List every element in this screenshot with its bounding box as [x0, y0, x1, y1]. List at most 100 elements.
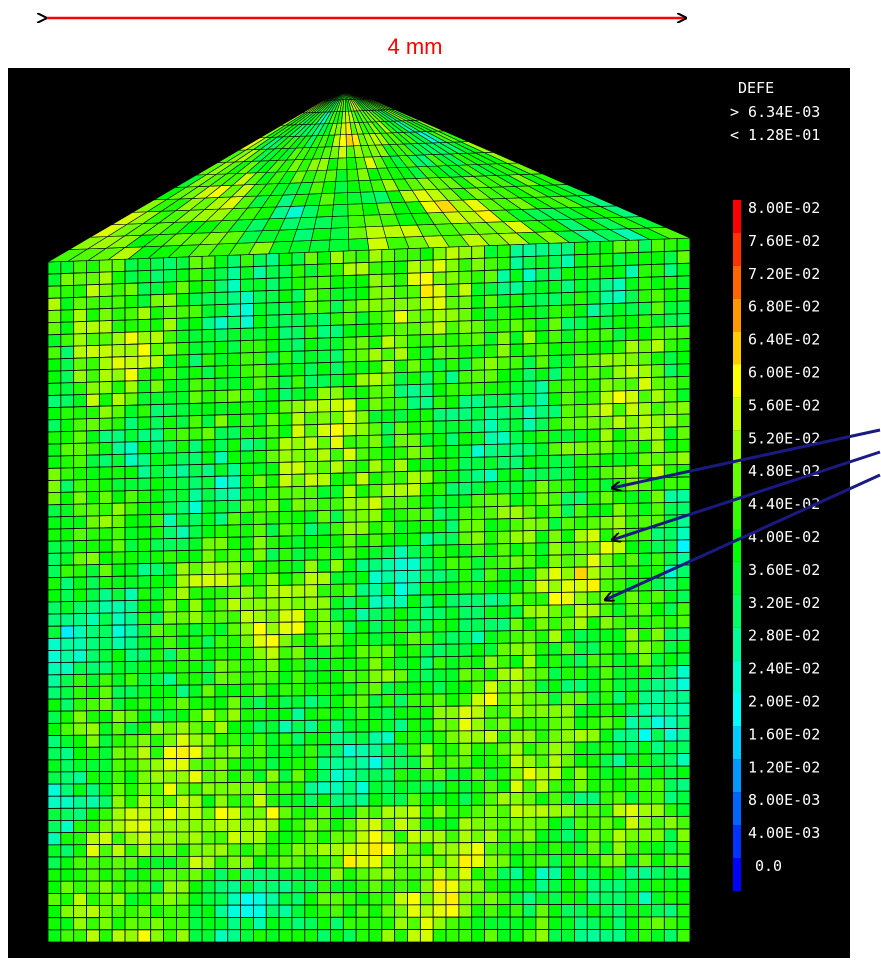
mesh-cell [317, 263, 331, 277]
mesh-cell [548, 866, 562, 881]
mesh-cell [150, 880, 164, 894]
mesh-cell [355, 892, 370, 906]
mesh-cell [291, 498, 306, 512]
mesh-cell [330, 805, 344, 820]
mesh-cell [419, 271, 434, 286]
mesh-cell [509, 904, 524, 918]
mesh-cell [574, 241, 588, 256]
mesh-cell [240, 622, 254, 636]
mesh-cell [342, 348, 357, 363]
mesh-cell [561, 504, 575, 518]
mesh-cell [137, 269, 152, 284]
mesh-cell [86, 649, 100, 663]
mesh-cell [111, 648, 126, 663]
mesh-cell [317, 423, 331, 438]
mesh-cell [163, 843, 177, 857]
mesh-cell [548, 304, 562, 319]
mesh-cell [535, 355, 550, 369]
mesh-cell [522, 330, 537, 345]
mesh-cell [317, 399, 331, 413]
mesh-cell [471, 481, 485, 496]
mesh-cell [458, 717, 473, 732]
mesh-cell [330, 731, 344, 746]
mesh-cell [227, 880, 242, 894]
mesh-cell [278, 609, 293, 623]
mesh-cell [638, 740, 652, 755]
mesh-cell [419, 284, 434, 299]
mesh-cell [47, 297, 62, 311]
mesh-cell [445, 444, 460, 459]
mesh-cell [98, 831, 113, 845]
mesh-cell [342, 595, 357, 610]
mesh-cell [291, 867, 306, 881]
mesh-cell [227, 622, 242, 636]
mesh-cell [535, 766, 550, 781]
mesh-cell [651, 853, 665, 868]
mesh-cell [240, 597, 254, 612]
mesh-cell [304, 806, 319, 820]
mesh-cell [638, 389, 652, 404]
mesh-cell [137, 416, 152, 430]
mesh-cell [599, 741, 614, 755]
mesh-cell [407, 470, 421, 485]
mesh-cell [381, 248, 396, 263]
mesh-cell [291, 769, 306, 783]
mesh-cell [317, 805, 331, 820]
mesh-cell [663, 539, 678, 554]
mesh-cell [124, 465, 139, 480]
mesh-cell [240, 536, 254, 550]
mesh-cell [368, 422, 383, 436]
mesh-cell [355, 706, 370, 721]
mesh-cell [330, 781, 344, 795]
mesh-cell [188, 819, 203, 833]
mesh-cell [60, 929, 75, 943]
mesh-cell [137, 831, 152, 845]
mesh-cell [381, 298, 396, 312]
mesh-cell [432, 668, 447, 683]
mesh-cell [265, 806, 280, 820]
mesh-cell [291, 313, 306, 328]
mesh-cell [368, 372, 383, 387]
mesh-cell [676, 526, 691, 541]
mesh-cell [535, 879, 550, 893]
mesh-cell [163, 611, 177, 625]
mesh-cell [561, 679, 575, 693]
mesh-cell [86, 746, 100, 760]
mesh-cell [561, 266, 575, 281]
mesh-cell [432, 879, 447, 893]
mesh-cell [137, 355, 152, 369]
mesh-cell [111, 368, 126, 382]
mesh-cell [253, 818, 267, 832]
mesh-cell [86, 271, 100, 286]
mesh-cell [509, 754, 524, 769]
mesh-cell [458, 817, 473, 831]
mesh-cell [137, 563, 152, 577]
mesh-cell [137, 697, 152, 711]
mesh-cell [394, 656, 408, 671]
mesh-cell [445, 271, 460, 285]
mesh-cell [651, 929, 665, 943]
mesh-cell [419, 594, 434, 608]
mesh-cell [663, 878, 678, 893]
mesh-cell [368, 731, 383, 745]
mesh-cell [484, 406, 498, 421]
mesh-cell [86, 515, 100, 529]
mesh-cell [368, 409, 383, 424]
mesh-cell [317, 312, 331, 327]
mesh-cell [368, 879, 383, 893]
mesh-cell [663, 351, 678, 365]
mesh-cell [163, 562, 177, 576]
mesh-cell [214, 818, 229, 833]
mesh-cell [625, 314, 640, 329]
mesh-cell [175, 305, 190, 319]
mesh-cell [278, 350, 293, 365]
mesh-cell [548, 741, 562, 756]
mesh-cell [612, 703, 627, 718]
mesh-cell [342, 842, 357, 857]
mesh-cell [676, 388, 691, 403]
mesh-cell [599, 716, 614, 730]
mesh-cell [663, 853, 678, 868]
mesh-cell [676, 451, 691, 466]
mesh-cell [342, 497, 357, 511]
mesh-cell [201, 880, 216, 894]
